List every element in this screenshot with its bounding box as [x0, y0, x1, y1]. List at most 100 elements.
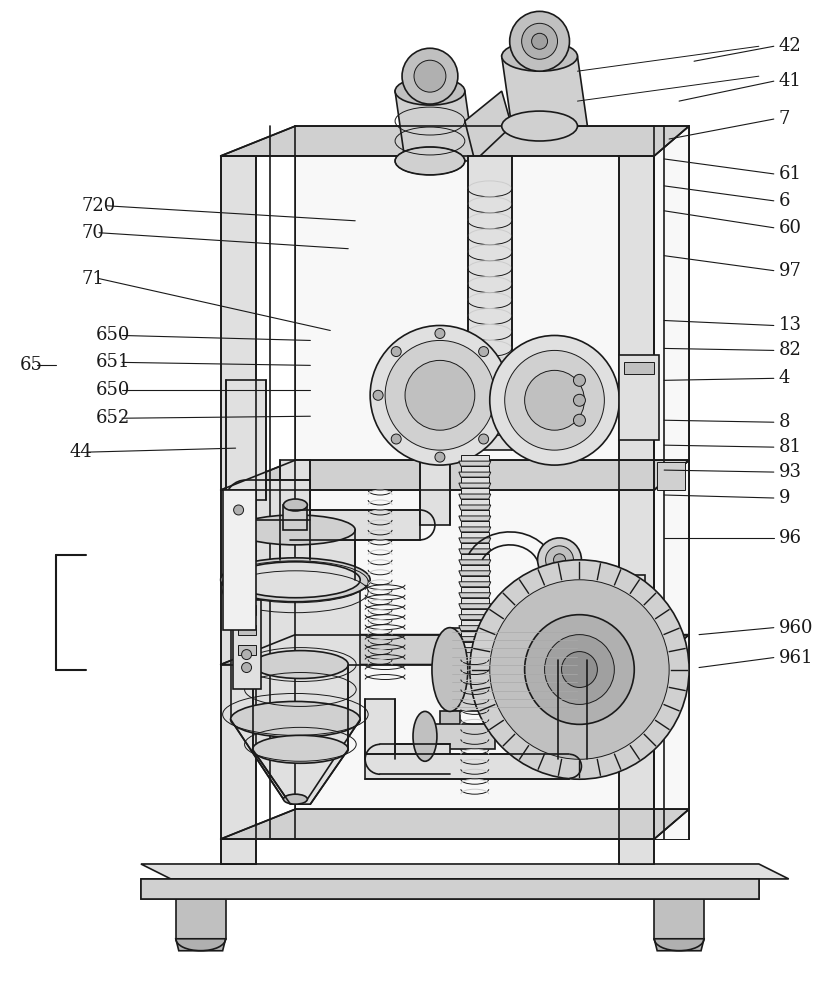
Polygon shape: [459, 527, 491, 532]
Polygon shape: [221, 635, 689, 665]
Circle shape: [544, 635, 614, 704]
Polygon shape: [459, 626, 491, 631]
Text: 650: 650: [96, 326, 130, 344]
Polygon shape: [252, 665, 349, 749]
Polygon shape: [459, 604, 491, 609]
Bar: [283, 505, 307, 530]
Polygon shape: [461, 455, 489, 461]
Bar: [141, 879, 759, 899]
Ellipse shape: [395, 77, 465, 105]
Polygon shape: [461, 587, 489, 593]
Polygon shape: [654, 939, 704, 951]
Circle shape: [531, 33, 548, 49]
Ellipse shape: [283, 794, 307, 804]
Polygon shape: [281, 460, 310, 560]
Polygon shape: [176, 899, 226, 939]
Polygon shape: [176, 939, 226, 951]
Bar: [237, 645, 256, 655]
Polygon shape: [425, 724, 495, 749]
Polygon shape: [459, 505, 491, 510]
Circle shape: [528, 608, 572, 652]
Circle shape: [525, 615, 634, 724]
Polygon shape: [461, 631, 489, 637]
Bar: [624, 362, 654, 374]
Polygon shape: [459, 582, 491, 587]
Text: 41: 41: [779, 72, 802, 90]
Text: 13: 13: [779, 316, 802, 334]
Ellipse shape: [236, 515, 355, 545]
Text: 42: 42: [779, 37, 802, 55]
Polygon shape: [226, 380, 266, 500]
Polygon shape: [380, 744, 450, 774]
Circle shape: [490, 335, 619, 465]
Circle shape: [470, 560, 689, 779]
Polygon shape: [468, 156, 511, 450]
Bar: [232, 600, 261, 689]
Ellipse shape: [231, 701, 360, 737]
Polygon shape: [461, 620, 489, 626]
Circle shape: [435, 452, 445, 462]
Polygon shape: [365, 699, 395, 759]
Polygon shape: [558, 660, 588, 759]
Text: 8: 8: [779, 413, 790, 431]
Ellipse shape: [501, 41, 578, 71]
Circle shape: [510, 11, 569, 71]
Polygon shape: [461, 499, 489, 505]
Text: 70: 70: [81, 224, 104, 242]
Text: 652: 652: [96, 409, 130, 427]
Ellipse shape: [283, 499, 307, 511]
Polygon shape: [461, 521, 489, 527]
Text: 9: 9: [779, 489, 790, 507]
Polygon shape: [461, 598, 489, 604]
Circle shape: [574, 394, 585, 406]
Polygon shape: [459, 483, 491, 488]
Polygon shape: [236, 530, 355, 580]
Circle shape: [233, 505, 243, 515]
Polygon shape: [459, 538, 491, 543]
Polygon shape: [459, 516, 491, 521]
Polygon shape: [459, 472, 491, 477]
Circle shape: [414, 60, 446, 92]
Circle shape: [479, 347, 489, 357]
Circle shape: [544, 624, 555, 636]
Circle shape: [405, 360, 475, 430]
Bar: [619, 355, 659, 440]
Text: 7: 7: [779, 110, 790, 128]
Ellipse shape: [252, 651, 349, 679]
Bar: [222, 490, 256, 630]
Text: 97: 97: [779, 262, 802, 280]
Polygon shape: [450, 628, 579, 711]
Polygon shape: [295, 126, 689, 839]
Polygon shape: [461, 609, 489, 615]
Ellipse shape: [413, 711, 437, 761]
Polygon shape: [461, 488, 489, 494]
Circle shape: [385, 340, 495, 450]
Polygon shape: [619, 156, 654, 864]
Polygon shape: [459, 549, 491, 554]
Circle shape: [549, 589, 560, 601]
Text: 61: 61: [779, 165, 802, 183]
Polygon shape: [501, 56, 588, 126]
Polygon shape: [459, 648, 491, 653]
Circle shape: [391, 434, 401, 444]
Circle shape: [540, 581, 569, 609]
Circle shape: [391, 347, 401, 357]
Polygon shape: [246, 480, 310, 520]
Polygon shape: [290, 510, 420, 540]
Ellipse shape: [501, 111, 578, 141]
Bar: [618, 575, 645, 645]
Polygon shape: [461, 554, 489, 560]
Circle shape: [562, 652, 598, 687]
Ellipse shape: [395, 147, 465, 175]
Polygon shape: [461, 466, 489, 472]
Text: 65: 65: [19, 356, 42, 374]
Polygon shape: [395, 91, 475, 161]
Polygon shape: [459, 560, 491, 565]
Circle shape: [574, 414, 585, 426]
Polygon shape: [141, 864, 788, 879]
Circle shape: [402, 48, 458, 104]
Bar: [237, 605, 256, 615]
Polygon shape: [221, 809, 689, 839]
Text: 93: 93: [779, 463, 802, 481]
Text: 82: 82: [779, 341, 802, 359]
